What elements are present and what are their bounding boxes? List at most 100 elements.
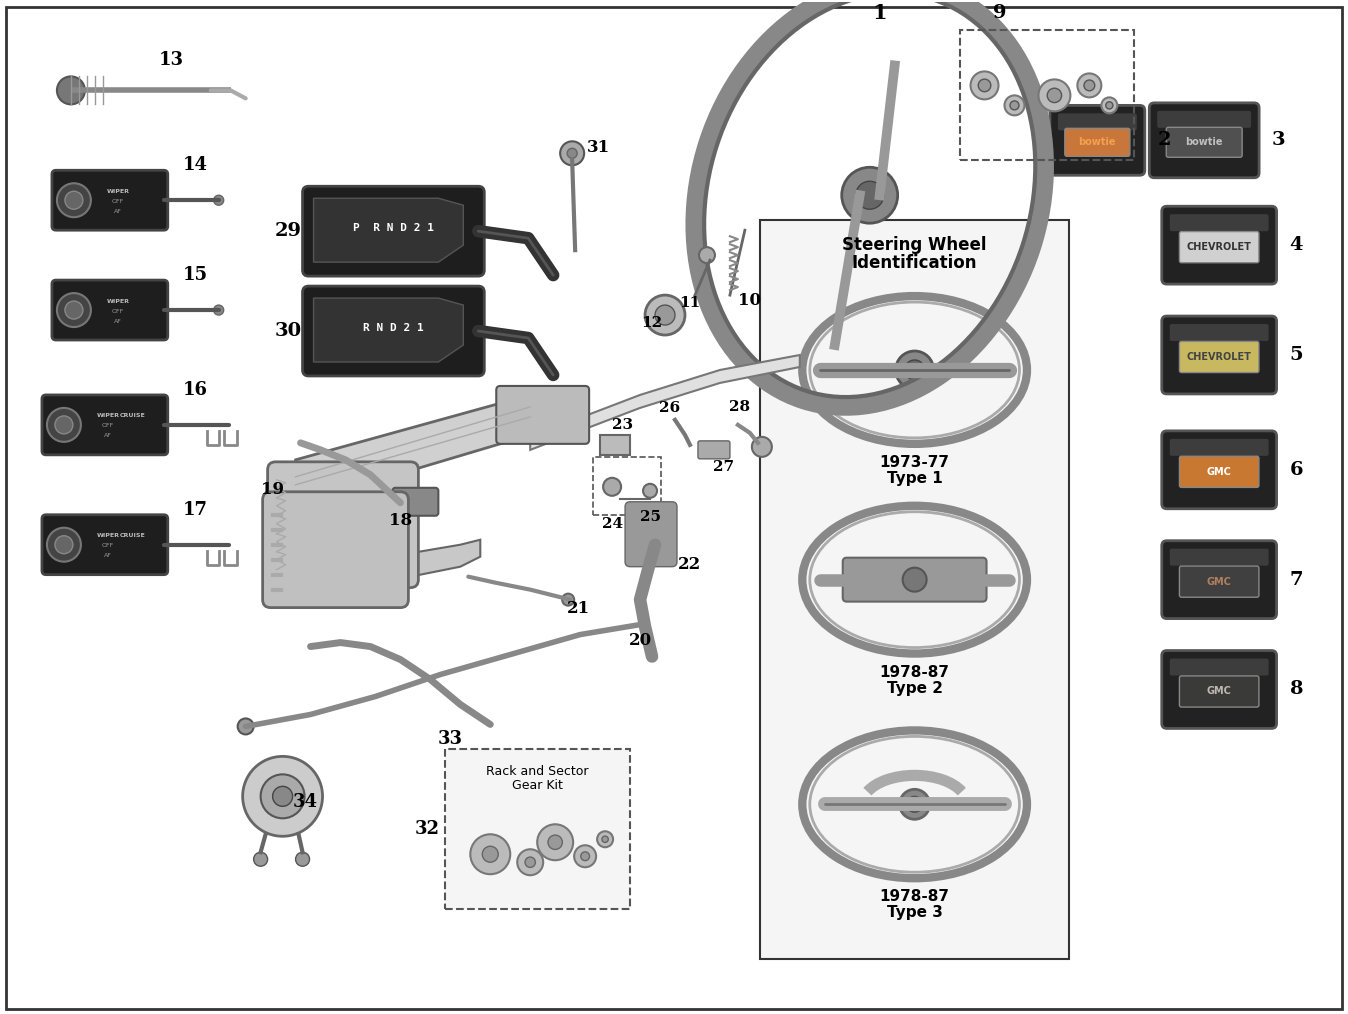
- Text: Type 2: Type 2: [887, 680, 942, 696]
- Text: OFF: OFF: [101, 424, 115, 428]
- Text: 29: 29: [275, 222, 302, 240]
- FancyBboxPatch shape: [1058, 114, 1136, 131]
- Circle shape: [1010, 100, 1019, 110]
- Circle shape: [597, 831, 613, 848]
- Circle shape: [57, 76, 85, 104]
- FancyBboxPatch shape: [1180, 231, 1259, 263]
- Text: 10: 10: [739, 292, 762, 308]
- Circle shape: [581, 852, 589, 861]
- Circle shape: [1077, 73, 1101, 97]
- FancyBboxPatch shape: [302, 286, 484, 376]
- Circle shape: [1084, 80, 1095, 91]
- Bar: [600, 435, 630, 455]
- Text: 15: 15: [183, 266, 209, 284]
- FancyBboxPatch shape: [263, 492, 408, 607]
- Text: 17: 17: [183, 501, 208, 519]
- Text: AF: AF: [104, 433, 112, 438]
- FancyBboxPatch shape: [1162, 316, 1277, 393]
- Circle shape: [562, 593, 574, 605]
- Text: CHEVROLET: CHEVROLET: [1186, 242, 1251, 252]
- FancyBboxPatch shape: [1180, 342, 1259, 372]
- Text: 1: 1: [872, 2, 887, 22]
- Polygon shape: [314, 298, 464, 362]
- FancyBboxPatch shape: [625, 502, 677, 567]
- Text: 3: 3: [1273, 132, 1286, 149]
- FancyBboxPatch shape: [268, 461, 418, 588]
- FancyBboxPatch shape: [1170, 324, 1268, 341]
- Circle shape: [603, 837, 608, 843]
- Text: 1978-87: 1978-87: [880, 889, 949, 904]
- Text: 2: 2: [1158, 132, 1171, 149]
- FancyBboxPatch shape: [1170, 214, 1268, 231]
- Text: Steering Wheel: Steering Wheel: [842, 236, 987, 255]
- Text: 16: 16: [183, 381, 208, 399]
- Text: 14: 14: [183, 156, 208, 174]
- Text: AF: AF: [113, 209, 121, 214]
- Text: P  R N D 2 1: P R N D 2 1: [353, 223, 434, 233]
- Circle shape: [549, 836, 562, 850]
- Text: 12: 12: [642, 316, 663, 330]
- FancyBboxPatch shape: [1170, 658, 1268, 675]
- Text: AF: AF: [104, 554, 112, 558]
- Text: 30: 30: [275, 322, 302, 340]
- Text: 27: 27: [713, 459, 735, 474]
- Text: Type 3: Type 3: [887, 906, 942, 920]
- Polygon shape: [291, 505, 480, 590]
- FancyBboxPatch shape: [392, 488, 438, 516]
- FancyBboxPatch shape: [42, 515, 167, 575]
- Text: 7: 7: [1290, 571, 1304, 589]
- Text: 5: 5: [1290, 346, 1304, 364]
- Circle shape: [253, 852, 268, 866]
- Text: 32: 32: [415, 820, 439, 839]
- Circle shape: [243, 756, 322, 837]
- Circle shape: [568, 148, 577, 158]
- Text: OFF: OFF: [112, 308, 124, 313]
- Circle shape: [646, 295, 685, 335]
- Text: 11: 11: [679, 296, 701, 310]
- Circle shape: [57, 293, 90, 328]
- Text: OFF: OFF: [112, 199, 124, 204]
- Text: 22: 22: [678, 556, 701, 573]
- Circle shape: [295, 852, 310, 866]
- Text: WIPER: WIPER: [96, 414, 120, 419]
- FancyBboxPatch shape: [1162, 206, 1277, 284]
- FancyBboxPatch shape: [1158, 111, 1251, 128]
- Circle shape: [895, 351, 934, 389]
- Bar: [445, 749, 630, 910]
- Text: R N D 2 1: R N D 2 1: [363, 323, 423, 333]
- Circle shape: [57, 184, 90, 217]
- Polygon shape: [530, 355, 799, 450]
- Polygon shape: [314, 198, 464, 263]
- Circle shape: [655, 305, 675, 325]
- FancyBboxPatch shape: [842, 558, 987, 601]
- Circle shape: [1101, 97, 1117, 114]
- Text: Gear Kit: Gear Kit: [512, 779, 563, 792]
- FancyBboxPatch shape: [1050, 105, 1144, 175]
- FancyBboxPatch shape: [1162, 540, 1277, 619]
- Text: 9: 9: [992, 3, 1006, 21]
- FancyBboxPatch shape: [1180, 456, 1259, 488]
- FancyBboxPatch shape: [1150, 102, 1259, 177]
- Bar: [960, 30, 1134, 160]
- Circle shape: [971, 71, 999, 99]
- Text: 8: 8: [1290, 680, 1304, 699]
- Circle shape: [47, 527, 81, 562]
- FancyBboxPatch shape: [1170, 549, 1268, 566]
- Bar: [593, 457, 661, 515]
- Circle shape: [470, 835, 511, 874]
- Circle shape: [905, 360, 925, 380]
- FancyBboxPatch shape: [42, 394, 167, 455]
- Circle shape: [518, 850, 543, 875]
- Text: Type 1: Type 1: [887, 470, 942, 486]
- Text: 19: 19: [262, 482, 284, 498]
- Text: bowtie: bowtie: [1078, 137, 1116, 147]
- Circle shape: [65, 192, 82, 209]
- Circle shape: [561, 141, 584, 165]
- Text: 28: 28: [729, 400, 751, 414]
- Text: 18: 18: [388, 512, 412, 529]
- Circle shape: [907, 796, 922, 812]
- Polygon shape: [295, 394, 530, 505]
- Text: AF: AF: [113, 318, 121, 323]
- Circle shape: [55, 416, 73, 434]
- FancyBboxPatch shape: [1180, 566, 1259, 597]
